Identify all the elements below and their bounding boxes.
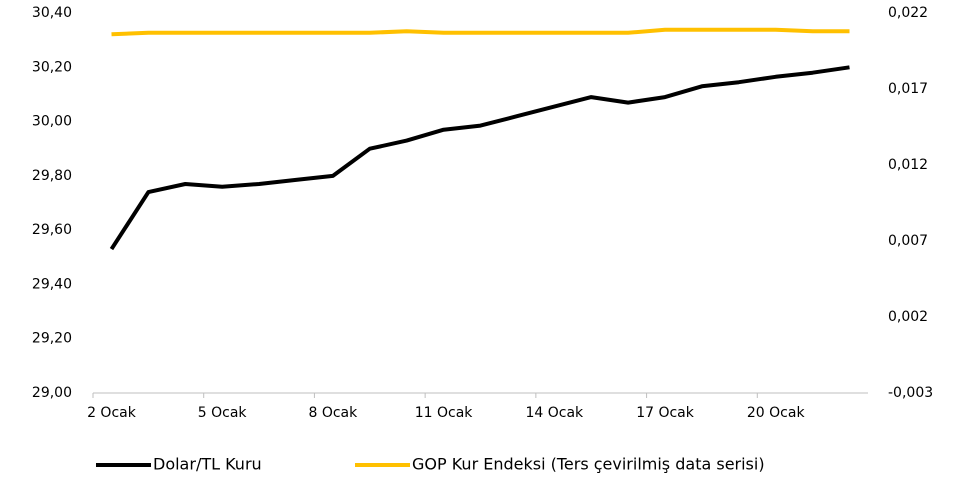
y-tick-label: 29,00 bbox=[32, 385, 72, 401]
y2-tick-label: 0,007 bbox=[888, 233, 928, 249]
y-tick-label: 30,40 bbox=[32, 5, 72, 21]
y2-tick-label: -0,003 bbox=[888, 385, 933, 401]
legend-label: GOP Kur Endeksi (Ters çevirilmiş data se… bbox=[412, 455, 765, 474]
y-tick-label: 30,20 bbox=[32, 59, 72, 75]
x-tick-label: 2 Ocak bbox=[87, 405, 137, 421]
x-tick-label: 17 Ocak bbox=[636, 405, 695, 421]
y2-tick-label: 0,012 bbox=[888, 157, 928, 173]
y-tick-label: 29,40 bbox=[32, 276, 72, 292]
x-tick-label: 20 Ocak bbox=[747, 405, 806, 421]
series-line bbox=[109, 65, 850, 251]
y2-tick-label: 0,002 bbox=[888, 309, 928, 325]
y2-tick-label: 0,022 bbox=[888, 5, 928, 21]
x-tick-label: 8 Ocak bbox=[308, 405, 358, 421]
y-tick-label: 30,00 bbox=[32, 114, 72, 130]
y-tick-label: 29,80 bbox=[32, 168, 72, 184]
x-tick-label: 14 Ocak bbox=[525, 405, 584, 421]
y-tick-label: 29,60 bbox=[32, 222, 72, 238]
x-tick-label: 11 Ocak bbox=[415, 405, 474, 421]
y2-tick-label: 0,017 bbox=[888, 81, 928, 97]
series-line bbox=[111, 27, 850, 37]
legend-label: Dolar/TL Kuru bbox=[153, 455, 262, 474]
y-tick-label: 29,20 bbox=[32, 331, 72, 347]
x-tick-label: 5 Ocak bbox=[198, 405, 248, 421]
